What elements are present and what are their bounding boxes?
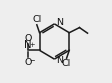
Text: O: O <box>24 34 31 43</box>
Text: Cl: Cl <box>32 15 41 24</box>
Text: N: N <box>56 56 63 65</box>
Text: O: O <box>24 58 31 67</box>
Text: N: N <box>56 18 63 27</box>
Text: −: − <box>29 58 35 64</box>
Text: Cl: Cl <box>62 59 71 68</box>
Text: N: N <box>24 40 31 50</box>
Text: +: + <box>30 42 35 48</box>
